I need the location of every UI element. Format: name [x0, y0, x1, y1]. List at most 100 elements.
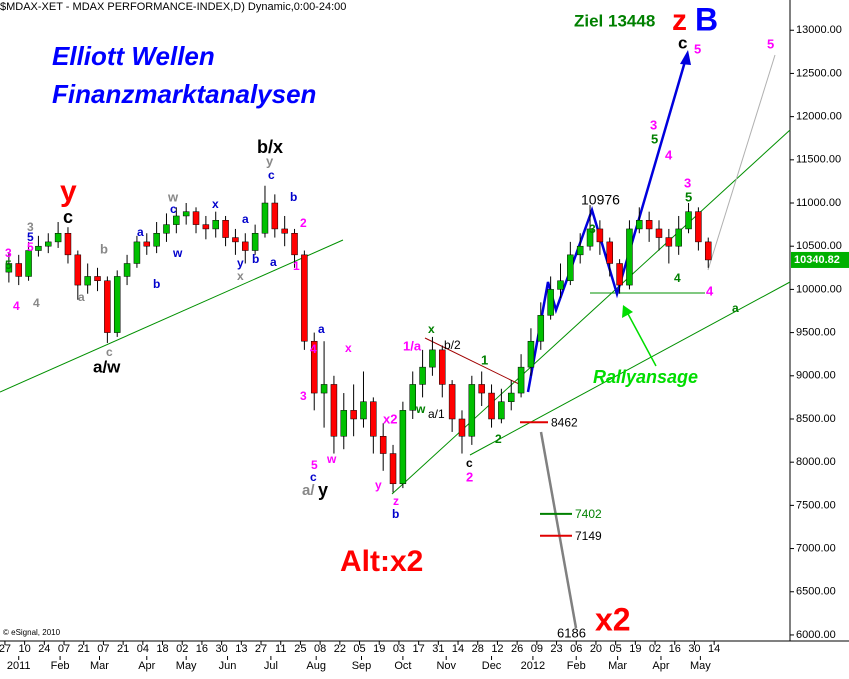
annotation: b/x	[257, 137, 283, 157]
candle-body	[370, 401, 377, 437]
month-label: May	[176, 660, 197, 672]
annotation: b	[100, 241, 108, 256]
annotation: 3	[684, 175, 691, 190]
annotation: x	[428, 322, 435, 336]
annotation: 1	[481, 352, 488, 367]
candle-body	[35, 245, 42, 251]
candle-body	[409, 384, 416, 411]
annotation: 3	[5, 246, 12, 260]
annotation: 3	[27, 220, 34, 234]
x-tick-label: 16	[196, 643, 208, 655]
pointer-arrow	[626, 311, 657, 367]
annotation: 4	[706, 283, 714, 298]
candle-body	[232, 237, 239, 243]
annotation: 5	[694, 41, 701, 56]
x-tick-label: 06	[570, 643, 582, 655]
candle-body	[379, 436, 387, 454]
y-tick-label: 6000.00	[796, 629, 836, 641]
annotation: a/w	[93, 357, 121, 376]
month-label: 2012	[521, 660, 545, 672]
candle-body	[645, 220, 653, 230]
x-tick-label: 28	[472, 643, 484, 655]
candle-body	[84, 276, 91, 286]
annotation: 4	[674, 271, 681, 285]
annotation: 4	[310, 342, 317, 356]
candle-body	[527, 340, 535, 368]
candle-body	[320, 384, 328, 394]
candle-body	[74, 254, 82, 286]
candle-body	[123, 263, 131, 277]
chart-title: $MDAX-XET - MDAX PERFORMANCE-INDEX,D) Dy…	[0, 1, 346, 13]
candle-body	[468, 384, 476, 437]
candle-body	[15, 263, 22, 277]
candle-body	[498, 401, 505, 420]
annotation: a	[137, 225, 144, 239]
x-tick-label: 14	[708, 643, 720, 655]
annotation: c	[678, 33, 687, 52]
candle-body	[64, 232, 72, 256]
month-label: Mar	[608, 660, 627, 672]
x-tick-label: 23	[550, 643, 562, 655]
candle-body	[350, 410, 357, 420]
candle-body	[567, 254, 574, 282]
x-tick-label: 05	[610, 643, 622, 655]
annotation: 5	[767, 36, 774, 51]
candle-body	[153, 232, 160, 247]
month-label: Sep	[352, 660, 372, 672]
candle-body	[704, 241, 712, 261]
x-tick-label: 09	[531, 643, 543, 655]
x-tick-label: 17	[413, 643, 425, 655]
x-tick-label: 04	[137, 643, 149, 655]
candle-body	[291, 232, 298, 256]
x-tick-label: 19	[373, 643, 385, 655]
y-tick-label: 11000.00	[796, 197, 841, 209]
month-label: Dec	[482, 660, 502, 672]
month-label: Aug	[306, 660, 326, 672]
annotation: c	[63, 207, 73, 227]
annotation: b	[252, 252, 259, 266]
level-label: 8462	[551, 415, 578, 429]
x-tick-label: 30	[216, 643, 228, 655]
annotation: 1/a	[403, 338, 422, 353]
candle-body	[517, 366, 525, 394]
annotation: y	[237, 256, 244, 270]
annotation: 2	[300, 216, 307, 230]
candle-body	[557, 280, 564, 290]
annotation: c	[466, 456, 473, 470]
x-tick-label: 21	[78, 643, 90, 655]
candle-body	[301, 254, 308, 342]
candle-body	[655, 228, 663, 238]
candle-body	[389, 453, 397, 485]
candle-body	[281, 228, 288, 234]
x-tick-label: 12	[491, 643, 503, 655]
candle-body	[507, 392, 515, 402]
candle-body	[586, 228, 594, 247]
candle-body	[695, 211, 702, 243]
candle-body	[330, 384, 338, 437]
x-tick-label: 26	[511, 643, 523, 655]
annotation: 5	[27, 230, 34, 244]
candle-body	[54, 232, 62, 243]
annotation: a	[270, 255, 277, 269]
month-label: May	[690, 660, 711, 672]
annotation: a	[732, 301, 739, 315]
x-tick-label: 16	[669, 643, 681, 655]
x-tick-label: 08	[314, 643, 326, 655]
y-tick-label: 7000.00	[796, 542, 836, 554]
candle-body	[251, 232, 259, 251]
annotation: 5	[651, 131, 658, 146]
candle-body	[547, 289, 554, 316]
candle-body	[675, 228, 682, 247]
y-tick-label: 8500.00	[796, 413, 836, 425]
candle-body	[626, 228, 633, 286]
month-label: Feb	[51, 660, 70, 672]
candle-body	[25, 250, 32, 277]
candle-body	[222, 220, 229, 238]
candle-body	[478, 384, 485, 394]
annotation: x	[212, 197, 219, 211]
candle-body	[360, 401, 367, 420]
annotation: c	[170, 202, 177, 216]
y-tick-label: 10000.00	[796, 283, 842, 295]
annotation: Rallyansage	[593, 367, 698, 387]
annotation: 5	[685, 189, 692, 204]
